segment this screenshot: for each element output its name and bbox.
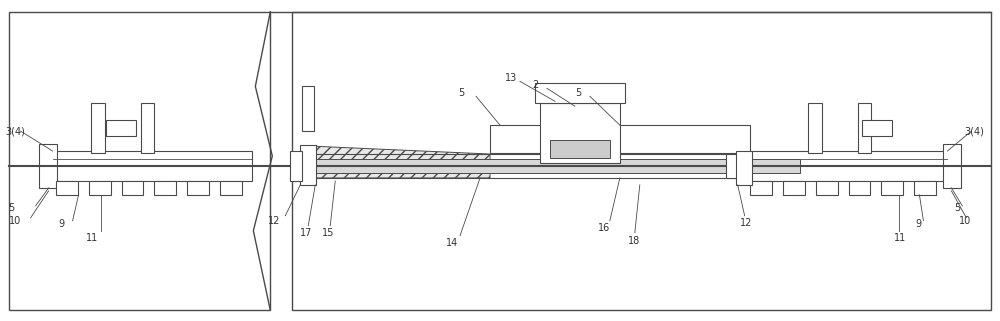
Bar <box>881 181 903 195</box>
Bar <box>292 12 991 310</box>
Bar <box>540 103 620 163</box>
Text: 15: 15 <box>322 228 335 238</box>
Bar <box>858 103 871 153</box>
Bar <box>300 145 316 185</box>
Bar <box>302 86 314 131</box>
Bar <box>726 154 742 178</box>
Text: 9: 9 <box>915 219 922 229</box>
Text: 10: 10 <box>9 216 21 226</box>
Text: 16: 16 <box>598 223 610 233</box>
Text: 11: 11 <box>86 233 98 243</box>
Bar <box>914 181 936 195</box>
Bar <box>56 181 78 195</box>
Bar <box>943 144 961 188</box>
Bar <box>736 151 752 185</box>
Bar <box>740 158 750 174</box>
Bar <box>140 103 154 153</box>
Text: 12: 12 <box>740 218 752 228</box>
Text: 5: 5 <box>458 88 464 98</box>
Bar <box>9 12 270 310</box>
Text: 9: 9 <box>59 219 65 229</box>
Bar <box>490 125 750 153</box>
Text: 5: 5 <box>9 203 15 213</box>
Text: 14: 14 <box>446 238 458 247</box>
Bar <box>310 154 740 178</box>
Text: 18: 18 <box>628 236 640 246</box>
Bar <box>220 181 242 195</box>
Text: 2: 2 <box>532 80 538 90</box>
Bar <box>849 181 870 195</box>
Bar <box>89 181 111 195</box>
Bar <box>187 181 209 195</box>
Bar <box>154 181 176 195</box>
Bar <box>783 181 805 195</box>
Text: 3(4): 3(4) <box>6 126 26 136</box>
Text: 10: 10 <box>959 216 972 226</box>
Text: 13: 13 <box>505 74 517 83</box>
Bar <box>53 151 252 181</box>
Bar <box>91 103 105 153</box>
Text: 11: 11 <box>894 233 907 243</box>
Text: 5: 5 <box>954 203 961 213</box>
Bar <box>550 140 610 158</box>
Bar <box>862 120 892 136</box>
Bar <box>106 120 136 136</box>
Text: 12: 12 <box>268 216 281 226</box>
Bar <box>122 181 143 195</box>
Bar <box>39 144 57 188</box>
Bar <box>816 181 838 195</box>
Polygon shape <box>310 146 490 178</box>
Bar <box>290 151 302 181</box>
Bar <box>808 103 822 153</box>
Text: 5: 5 <box>575 88 581 98</box>
Bar <box>748 151 947 181</box>
Text: 3(4): 3(4) <box>964 126 984 136</box>
Text: 17: 17 <box>300 228 313 238</box>
Bar <box>750 181 772 195</box>
Bar <box>310 159 800 173</box>
Bar <box>535 83 625 103</box>
